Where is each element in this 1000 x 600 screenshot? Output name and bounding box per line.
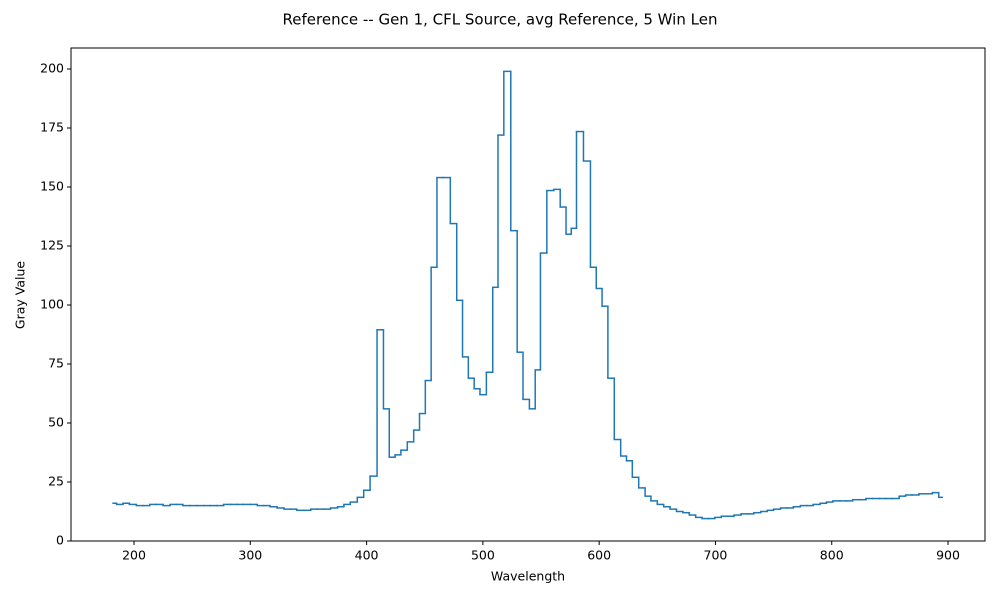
x-tick-label: 600 (587, 548, 611, 563)
x-tick-label: 200 (122, 548, 146, 563)
y-tick-label: 175 (40, 120, 64, 135)
x-tick-label: 800 (820, 548, 844, 563)
y-tick-label: 125 (40, 238, 64, 253)
y-tick-label: 75 (48, 356, 64, 371)
y-tick-label: 0 (56, 533, 64, 548)
chart-title: Reference -- Gen 1, CFL Source, avg Refe… (283, 11, 718, 29)
x-axis-label: Wavelength (491, 569, 565, 584)
x-tick-label: 300 (238, 548, 262, 563)
x-tick-label: 900 (936, 548, 960, 563)
y-tick-label: 200 (40, 61, 64, 76)
y-tick-label: 150 (40, 179, 64, 194)
plot-frame (70, 47, 986, 542)
y-tick-label: 25 (48, 474, 64, 489)
x-tick-label: 400 (355, 548, 379, 563)
x-tick-label: 500 (471, 548, 495, 563)
x-tick-label: 700 (704, 548, 728, 563)
y-tick-label: 50 (48, 415, 64, 430)
y-tick-label: 100 (40, 297, 64, 312)
y-axis-label: Gray Value (13, 261, 28, 329)
